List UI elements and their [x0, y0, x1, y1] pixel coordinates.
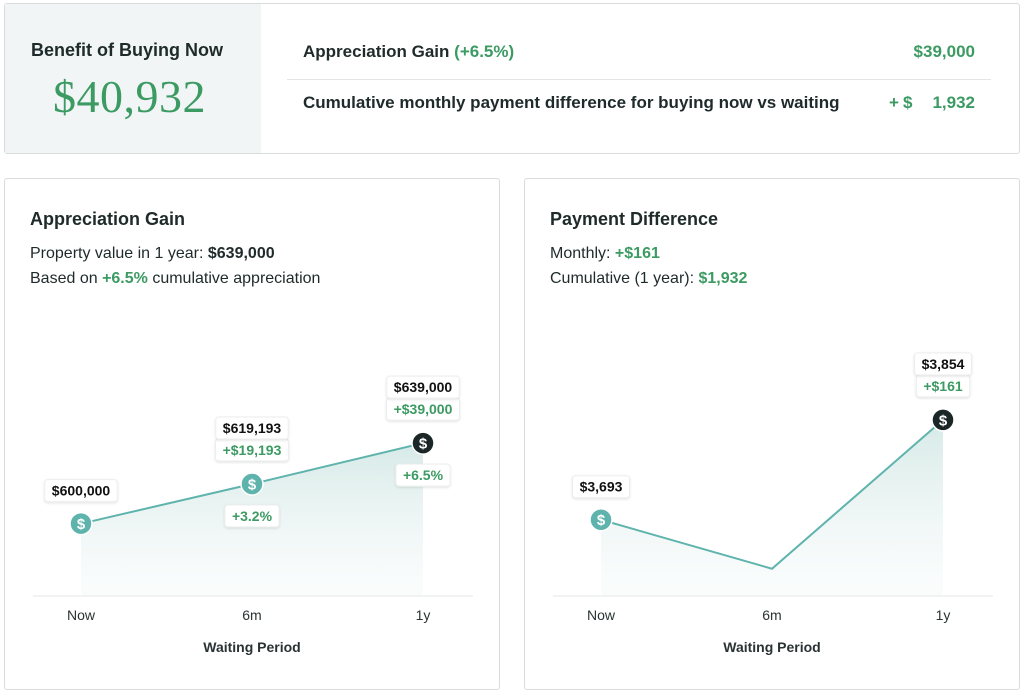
appreciation-gain-row: Appreciation Gain (+6.5%) $39,000	[303, 42, 975, 62]
svg-text:$: $	[597, 512, 606, 529]
card-title: Payment Difference	[550, 209, 719, 229]
gain-label: +$39,000	[386, 397, 460, 421]
payment-chart: $ $3,693 $ +$161 $3,854 Now 6m 1y Waiting Period	[553, 352, 993, 655]
svg-text:$: $	[419, 436, 428, 453]
payment-difference-label: Cumulative monthly payment difference fo…	[303, 93, 840, 112]
svg-text:+3.2%: +3.2%	[232, 508, 273, 524]
appreciation-gain-pct: (+6.5%)	[454, 42, 515, 61]
benefit-label: Benefit of Buying Now	[31, 40, 223, 60]
basis-pct: +6.5%	[102, 270, 148, 287]
payment-difference-card: Payment Difference Monthly: +$161 Cumula…	[524, 178, 1020, 690]
pct-label: +6.5%	[395, 463, 451, 487]
x-tick-label: 1y	[936, 607, 951, 623]
dollar-icon: $	[69, 511, 93, 536]
svg-text:$639,000: $639,000	[394, 379, 453, 395]
appreciation-chart: $ $600,000 $ +$19,193 $619,193 +3.2% $ +$39,000…	[33, 375, 473, 655]
dollar-icon: $	[931, 408, 955, 432]
basis-suffix: cumulative appreciation	[147, 270, 321, 287]
x-tick-label: 6m	[242, 607, 261, 623]
value-label: $619,193	[215, 416, 289, 440]
appreciation-gain-text: Appreciation Gain	[303, 42, 450, 61]
dollar-icon: $	[240, 472, 264, 496]
appreciation-gain-card: Appreciation Gain Property value in 1 ye…	[4, 178, 500, 690]
monthly-prefix: Monthly:	[550, 245, 615, 262]
svg-text:$619,193: $619,193	[223, 420, 282, 436]
x-tick-label: 1y	[416, 607, 431, 623]
cumulative-prefix: Cumulative (1 year):	[550, 270, 699, 287]
x-tick-label: Now	[587, 607, 616, 623]
summary-divider	[287, 79, 991, 80]
value-label: $3,693	[572, 475, 630, 499]
value-label: $600,000	[44, 479, 118, 503]
svg-text:$600,000: $600,000	[52, 483, 111, 499]
benefit-panel: Benefit of Buying Now $40,932	[5, 4, 261, 153]
property-value-prefix: Property value in 1 year:	[30, 245, 208, 262]
benefit-summary-card: Benefit of Buying Now $40,932 Appreciati…	[4, 3, 1020, 154]
appreciation-gain-value: $39,000	[913, 42, 975, 61]
benefit-value: $40,932	[53, 71, 206, 122]
svg-text:+$161: +$161	[923, 378, 963, 394]
cumulative-value: $1,932	[698, 270, 748, 287]
svg-text:+$39,000: +$39,000	[394, 401, 453, 417]
plus-sign: +	[889, 93, 899, 112]
svg-text:$3,693: $3,693	[580, 479, 623, 495]
currency-sign: $	[902, 93, 913, 112]
payment-difference-amount: 1,932	[932, 93, 975, 112]
svg-text:$3,854: $3,854	[922, 356, 965, 372]
monthly-line: Monthly: +$161	[550, 245, 660, 263]
x-axis-title: Waiting Period	[723, 639, 820, 655]
appreciation-gain-label: Appreciation Gain (+6.5%)	[303, 42, 514, 62]
basis-prefix: Based on	[30, 270, 103, 287]
svg-text:+$19,193: +$19,193	[223, 442, 282, 458]
gain-label: +$161	[915, 374, 971, 398]
monthly-value: +$161	[614, 245, 660, 262]
x-axis-title: Waiting Period	[203, 639, 300, 655]
svg-text:$: $	[77, 516, 86, 533]
gain-label: +$19,193	[215, 438, 289, 462]
property-value-line: Property value in 1 year: $639,000	[30, 245, 275, 263]
area-fill	[601, 419, 943, 596]
cumulative-line: Cumulative (1 year): $1,932	[550, 270, 747, 288]
x-tick-label: 6m	[762, 607, 781, 623]
dollar-icon: $	[411, 431, 435, 455]
pct-label: +3.2%	[224, 504, 280, 528]
appreciation-basis-line: Based on +6.5% cumulative appreciation	[30, 270, 320, 288]
dollar-icon: $	[589, 507, 613, 532]
svg-text:+6.5%: +6.5%	[403, 467, 444, 483]
value-label: $639,000	[386, 375, 460, 399]
payment-difference-value: + $1,932	[889, 93, 975, 113]
svg-text:$: $	[939, 412, 948, 429]
svg-text:$: $	[248, 477, 257, 494]
x-tick-label: Now	[67, 607, 96, 623]
value-label: $3,854	[914, 352, 972, 376]
property-value-amount: $639,000	[207, 245, 275, 262]
card-title: Appreciation Gain	[30, 209, 186, 229]
series-line	[600, 419, 944, 570]
payment-difference-row: Cumulative monthly payment difference fo…	[303, 93, 975, 113]
